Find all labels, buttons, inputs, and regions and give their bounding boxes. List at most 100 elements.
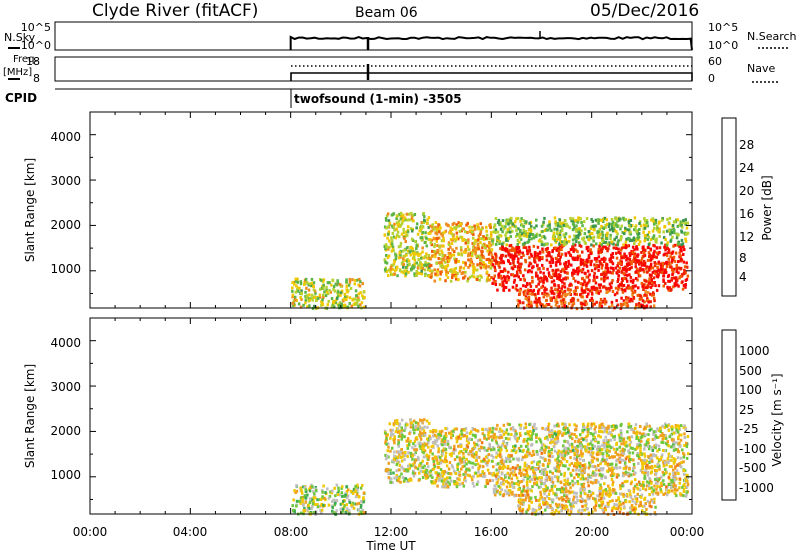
scatter-cell (647, 481, 651, 485)
scatter-cell (573, 423, 576, 427)
scatter-cell (498, 234, 501, 237)
scatter-cell (634, 261, 637, 265)
scatter-cell (507, 491, 510, 495)
scatter-cell (603, 489, 606, 492)
scatter-cell (457, 435, 460, 439)
scatter-cell (387, 245, 391, 249)
scatter-cell (419, 418, 422, 422)
scatter-cell (622, 494, 625, 498)
scatter-cell (569, 490, 572, 494)
scatter-cell (648, 281, 651, 285)
scatter-cell (383, 225, 387, 229)
scatter-cell (471, 447, 474, 451)
scatter-cell (586, 258, 589, 262)
scatter-cell (520, 471, 523, 475)
scatter-cell (658, 458, 661, 461)
scatter-cell (579, 461, 582, 465)
scatter-cell (619, 453, 623, 457)
scatter-cell (564, 484, 568, 488)
scatter-cell (588, 232, 592, 236)
scatter-cell (664, 238, 667, 241)
scatter-cell (625, 472, 628, 476)
scatter-cell (362, 511, 366, 514)
scatter-cell (665, 262, 669, 266)
scatter-cell (552, 234, 555, 238)
scatter-cell (523, 461, 527, 465)
scatter-cell (575, 468, 578, 472)
scatter-cell (395, 221, 399, 225)
scatter-cell (627, 222, 631, 226)
scatter-cell (429, 469, 433, 473)
scatter-cell (643, 226, 647, 230)
scatter-cell (361, 282, 364, 286)
scatter-cell (433, 433, 437, 437)
scatter-cell (674, 474, 677, 478)
scatter-cell (514, 225, 517, 229)
scatter-cell (535, 274, 538, 278)
scatter-cell (495, 468, 498, 472)
scatter-cell (558, 218, 561, 222)
scatter-cell (541, 284, 545, 288)
scatter-cell (352, 506, 356, 510)
scatter-cell (660, 241, 663, 245)
scatter-cell (645, 305, 648, 309)
scatter-cell (471, 242, 474, 245)
scatter-cell (600, 218, 603, 222)
scatter-cell (524, 221, 527, 225)
scatter-cell (533, 251, 537, 255)
scatter-cell (640, 460, 644, 464)
scatter-cell (333, 486, 336, 490)
scatter-cell (554, 493, 557, 497)
scatter-cell (577, 234, 580, 238)
scatter-cell (654, 218, 658, 222)
scatter-cell (622, 216, 625, 220)
scatter-cell (480, 441, 484, 445)
scatter-cell (325, 290, 329, 294)
scatter-cell (397, 450, 400, 454)
scatter-cell (391, 446, 394, 450)
scatter-cell (657, 444, 661, 448)
scatter-cell (507, 236, 510, 240)
scatter-cell (558, 258, 561, 262)
scatter-cell (498, 450, 502, 454)
scatter-cell (474, 250, 477, 254)
scatter-cell (502, 227, 506, 231)
scatter-cell (390, 249, 394, 253)
scatter-cell (327, 496, 331, 500)
scatter-cell (406, 263, 409, 267)
scatter-cell (590, 225, 593, 229)
scatter-cell (522, 487, 525, 491)
scatter-cell (607, 225, 611, 228)
scatter-cell (487, 436, 490, 440)
scatter-cell (466, 245, 470, 249)
scatter-cell (354, 488, 358, 492)
scatter-cell (441, 474, 445, 478)
scatter-cell (605, 218, 608, 222)
scatter-cell (426, 461, 429, 465)
scatter-cell (604, 245, 607, 249)
scatter-cell (529, 252, 533, 256)
scatter-cell (668, 222, 671, 226)
scatter-cell (358, 284, 362, 288)
scatter-cell (363, 295, 366, 299)
scatter-cell (677, 271, 680, 275)
scatter-cell (614, 266, 618, 270)
scatter-cell (453, 270, 456, 274)
scatter-cell (400, 437, 403, 441)
power-ytick-2000: 2000 (50, 218, 81, 232)
scatter-cell (447, 259, 451, 263)
scatter-cell (419, 252, 422, 256)
scatter-cell (618, 282, 622, 286)
scatter-cell (497, 468, 501, 472)
scatter-cell (580, 229, 583, 233)
scatter-cell (390, 239, 394, 243)
scatter-cell (419, 469, 423, 473)
scatter-cell (466, 231, 469, 234)
scatter-cell (541, 303, 544, 307)
scatter-cell (514, 467, 517, 471)
scatter-cell (538, 469, 542, 473)
scatter-cell (655, 469, 659, 473)
scatter-cell (611, 455, 614, 459)
scatter-cell (632, 296, 635, 299)
scatter-cell (526, 474, 529, 478)
